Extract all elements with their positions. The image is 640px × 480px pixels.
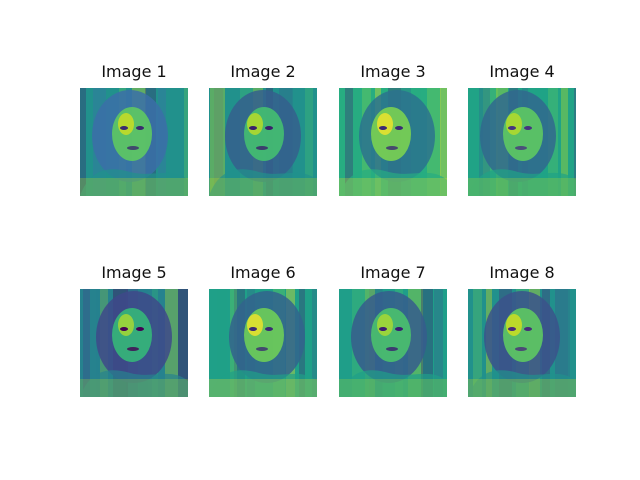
face-image [468, 289, 576, 397]
panel-title: Image 3 [360, 62, 426, 81]
face-image [80, 289, 188, 397]
panel-title: Image 8 [489, 263, 555, 282]
face-image [209, 88, 317, 196]
panel-title: Image 6 [230, 263, 296, 282]
panel-title: Image 7 [360, 263, 426, 282]
face-image [468, 88, 576, 196]
panel-title: Image 4 [489, 62, 555, 81]
face-image [339, 289, 447, 397]
face-image [209, 289, 317, 397]
face-image [339, 88, 447, 196]
face-image [80, 88, 188, 196]
panel-title: Image 2 [230, 62, 296, 81]
panel-title: Image 1 [101, 62, 167, 81]
panel-title: Image 5 [101, 263, 167, 282]
